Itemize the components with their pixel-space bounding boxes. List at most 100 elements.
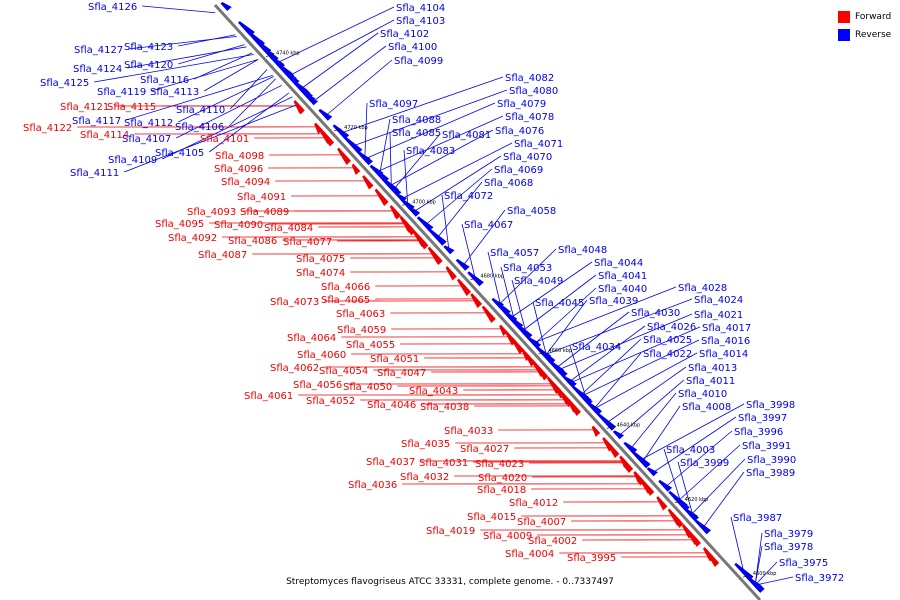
gene-label: Sfla_4119 bbox=[97, 87, 146, 98]
gene-label: Sfla_4030 bbox=[631, 308, 680, 319]
gene-label: Sfla_4082 bbox=[505, 73, 554, 84]
scale-tick-label: 4740 kbp bbox=[276, 51, 300, 57]
leader-line bbox=[533, 286, 677, 344]
leader-line bbox=[487, 251, 502, 309]
gene-label: Sfla_4045 bbox=[535, 298, 584, 309]
leader-line bbox=[151, 59, 259, 92]
gene-label: Sfla_4016 bbox=[701, 336, 750, 347]
gene-label: Sfla_4012 bbox=[509, 498, 558, 509]
leader-line bbox=[618, 379, 685, 437]
gene-arrow bbox=[668, 490, 688, 509]
scale-tick-label: 4600 kbp bbox=[753, 571, 777, 577]
gene-label: Sfla_4047 bbox=[377, 368, 426, 379]
leader-line bbox=[569, 326, 701, 384]
gene-label: Sfla_4010 bbox=[678, 389, 727, 400]
gene-label: Sfla_4056 bbox=[293, 380, 342, 391]
gene-arrow bbox=[434, 253, 443, 266]
gene-arrow bbox=[658, 479, 673, 492]
gene-label: Sfla_4007 bbox=[517, 517, 566, 528]
gene-arrow bbox=[293, 100, 305, 115]
gene-arrow bbox=[362, 175, 374, 190]
gene-label: Sfla_4055 bbox=[346, 340, 395, 351]
scale-tick bbox=[606, 426, 614, 429]
gene-label: Sfla_4102 bbox=[380, 29, 429, 40]
gene-label: Sfla_4052 bbox=[306, 396, 355, 407]
gene-label: Sfla_4109 bbox=[108, 155, 157, 166]
gene-label: Sfla_4096 bbox=[214, 164, 263, 175]
gene-label: Sfla_4123 bbox=[124, 42, 173, 53]
gene-arrow bbox=[374, 188, 389, 206]
gene-arrow bbox=[263, 48, 275, 58]
gene-label: Sfla_4078 bbox=[505, 112, 554, 123]
leader-line bbox=[126, 75, 273, 121]
gene-arrow bbox=[683, 507, 698, 520]
leader-line bbox=[663, 448, 683, 506]
gene-label: Sfla_4040 bbox=[598, 284, 647, 295]
leader-line bbox=[425, 168, 493, 226]
gene-label: Sfla_4023 bbox=[475, 459, 524, 470]
leader-line bbox=[755, 576, 794, 586]
gene-arrow bbox=[562, 375, 577, 388]
gene-label: Sfla_3979 bbox=[764, 529, 813, 540]
leader-line bbox=[340, 76, 504, 134]
gene-label: Sfla_4087 bbox=[198, 250, 247, 261]
gene-arrow bbox=[427, 227, 447, 246]
gene-label: Sfla_4043 bbox=[409, 386, 458, 397]
gene-label: Sfla_3990 bbox=[747, 455, 796, 466]
leader-line bbox=[677, 444, 741, 502]
gene-label: Sfla_4104 bbox=[396, 3, 445, 14]
gene-arrow bbox=[492, 299, 505, 309]
gene-arrow bbox=[623, 441, 638, 454]
gene-label: Sfla_3995 bbox=[567, 553, 616, 564]
gene-arrow bbox=[455, 258, 470, 271]
gene-arrow bbox=[318, 108, 333, 121]
gene-label: Sfla_4106 bbox=[175, 122, 224, 133]
gene-label: Sfla_4058 bbox=[507, 206, 556, 217]
gene-arrow bbox=[369, 164, 384, 177]
gene-arrow bbox=[343, 135, 363, 154]
gene-label: Sfla_4092 bbox=[168, 233, 217, 244]
leader-line bbox=[664, 430, 733, 488]
gene-arrow bbox=[416, 216, 434, 232]
gene-label: Sfla_4062 bbox=[270, 363, 319, 374]
gene-label: Sfla_4083 bbox=[406, 146, 455, 157]
gene-arrow bbox=[290, 78, 311, 97]
gene-label: Sfla_4018 bbox=[477, 485, 526, 496]
gene-label: Sfla_3989 bbox=[746, 468, 795, 479]
gene-label: Sfla_4079 bbox=[497, 99, 546, 110]
genome-caption: Streptomyces flavogriseus ATCC 33331, co… bbox=[286, 577, 614, 587]
gene-label: Sfla_4049 bbox=[514, 276, 563, 287]
gene-label: Sfla_4057 bbox=[490, 248, 539, 259]
gene-arrow bbox=[406, 204, 421, 217]
leader-line bbox=[568, 325, 646, 383]
leader-line bbox=[94, 54, 254, 83]
gene-label: Sfla_3975 bbox=[779, 558, 828, 569]
legend-forward: Forward bbox=[838, 9, 891, 25]
scale-tick bbox=[265, 54, 274, 57]
gene-label: Sfla_4111 bbox=[70, 168, 119, 179]
gene-label: Sfla_4090 bbox=[214, 220, 263, 231]
gene-label: Sfla_4120 bbox=[124, 60, 173, 71]
gene-label: Sfla_3978 bbox=[764, 542, 813, 553]
scale-tick-label: 4660 kbp bbox=[549, 348, 573, 354]
scale-ticks: 4740 kbp 4720 kbp 4700 kbp 4680 kbp 4660 kbp… bbox=[265, 51, 777, 578]
gene-label: Sfla_4069 bbox=[494, 165, 543, 176]
leader-line bbox=[364, 102, 368, 160]
gene-label: Sfla_4124 bbox=[73, 64, 122, 75]
leader-line bbox=[642, 405, 681, 463]
gene-arrow bbox=[470, 293, 482, 308]
scale-tick bbox=[742, 574, 751, 578]
leader-line bbox=[364, 102, 496, 160]
gene-label: Sfla_4003 bbox=[666, 445, 715, 456]
gene-arrow bbox=[630, 449, 651, 468]
gene-arrow bbox=[359, 153, 371, 163]
gene-label: Sfla_4065 bbox=[321, 295, 370, 306]
leader-line bbox=[312, 45, 387, 103]
leader-line bbox=[124, 103, 300, 173]
scale-tick bbox=[334, 128, 342, 132]
gene-arrow bbox=[567, 398, 581, 416]
gene-label: Sfla_4033 bbox=[444, 426, 493, 437]
leader-line bbox=[376, 115, 504, 173]
leader-line bbox=[581, 339, 700, 397]
leader-line bbox=[677, 461, 695, 519]
